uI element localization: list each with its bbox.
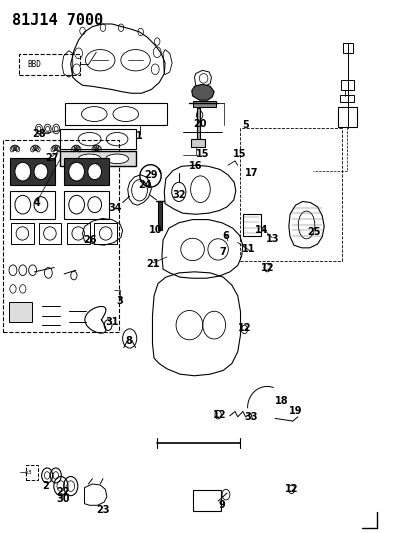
Text: 21: 21: [147, 259, 160, 269]
Bar: [65, 103, 167, 125]
Text: 32: 32: [173, 190, 186, 199]
Bar: [9, 302, 32, 322]
Text: 81J14 7000: 81J14 7000: [12, 13, 103, 28]
Text: BBD: BBD: [28, 60, 41, 69]
Bar: [193, 101, 216, 107]
Bar: [340, 95, 354, 102]
Text: 28: 28: [32, 130, 46, 139]
Ellipse shape: [106, 154, 129, 164]
Text: 4: 4: [34, 198, 41, 207]
Text: 30: 30: [56, 495, 70, 504]
Bar: [196, 108, 200, 140]
Ellipse shape: [78, 154, 101, 164]
Polygon shape: [192, 84, 214, 100]
Text: 1: 1: [136, 131, 143, 141]
Bar: [243, 214, 261, 236]
Text: 25: 25: [307, 227, 320, 237]
Bar: [94, 223, 117, 244]
Text: 7: 7: [220, 247, 227, 256]
Bar: [191, 139, 205, 147]
Text: 12: 12: [238, 323, 251, 333]
Bar: [341, 80, 354, 90]
Text: 12: 12: [261, 263, 274, 272]
Text: 34: 34: [109, 203, 122, 213]
Text: 12: 12: [285, 484, 298, 494]
Bar: [60, 129, 136, 149]
Text: 14: 14: [255, 225, 269, 235]
Text: 31: 31: [105, 318, 119, 327]
Bar: [60, 151, 136, 166]
Text: x3: x3: [24, 470, 32, 475]
Ellipse shape: [69, 162, 84, 181]
Bar: [343, 43, 353, 53]
Bar: [193, 490, 221, 511]
Bar: [67, 223, 90, 244]
Bar: [3, 140, 119, 332]
Text: 27: 27: [45, 154, 59, 163]
Text: 22: 22: [56, 488, 70, 497]
Text: 11: 11: [242, 245, 255, 254]
Bar: [26, 465, 38, 480]
Text: 26: 26: [84, 235, 97, 245]
Text: 3: 3: [116, 296, 123, 306]
Bar: [64, 191, 109, 219]
Text: 15: 15: [196, 149, 209, 158]
Bar: [11, 223, 34, 244]
Bar: [64, 158, 109, 185]
Text: 16: 16: [189, 161, 202, 171]
Text: 18: 18: [275, 397, 289, 406]
Bar: [10, 191, 55, 219]
Text: 5: 5: [242, 120, 249, 130]
Ellipse shape: [34, 164, 48, 180]
Text: 29: 29: [144, 170, 157, 180]
Text: 8: 8: [125, 336, 132, 346]
Bar: [19, 54, 80, 75]
Text: 33: 33: [244, 412, 258, 422]
Ellipse shape: [15, 162, 31, 181]
Bar: [10, 158, 55, 185]
Ellipse shape: [88, 164, 101, 180]
Text: 20: 20: [193, 119, 206, 128]
Text: 19: 19: [289, 407, 302, 416]
Text: 23: 23: [96, 505, 110, 515]
Bar: [338, 107, 357, 127]
Text: 13: 13: [266, 234, 279, 244]
Bar: [158, 201, 162, 230]
Text: 10: 10: [149, 225, 162, 235]
Text: 24: 24: [139, 181, 152, 190]
Text: 17: 17: [245, 168, 258, 177]
Text: 2: 2: [42, 481, 49, 491]
Text: 6: 6: [222, 231, 230, 240]
Text: 12: 12: [213, 410, 227, 419]
Bar: [39, 223, 61, 244]
Text: 15: 15: [233, 149, 246, 158]
Text: 9: 9: [219, 500, 226, 510]
